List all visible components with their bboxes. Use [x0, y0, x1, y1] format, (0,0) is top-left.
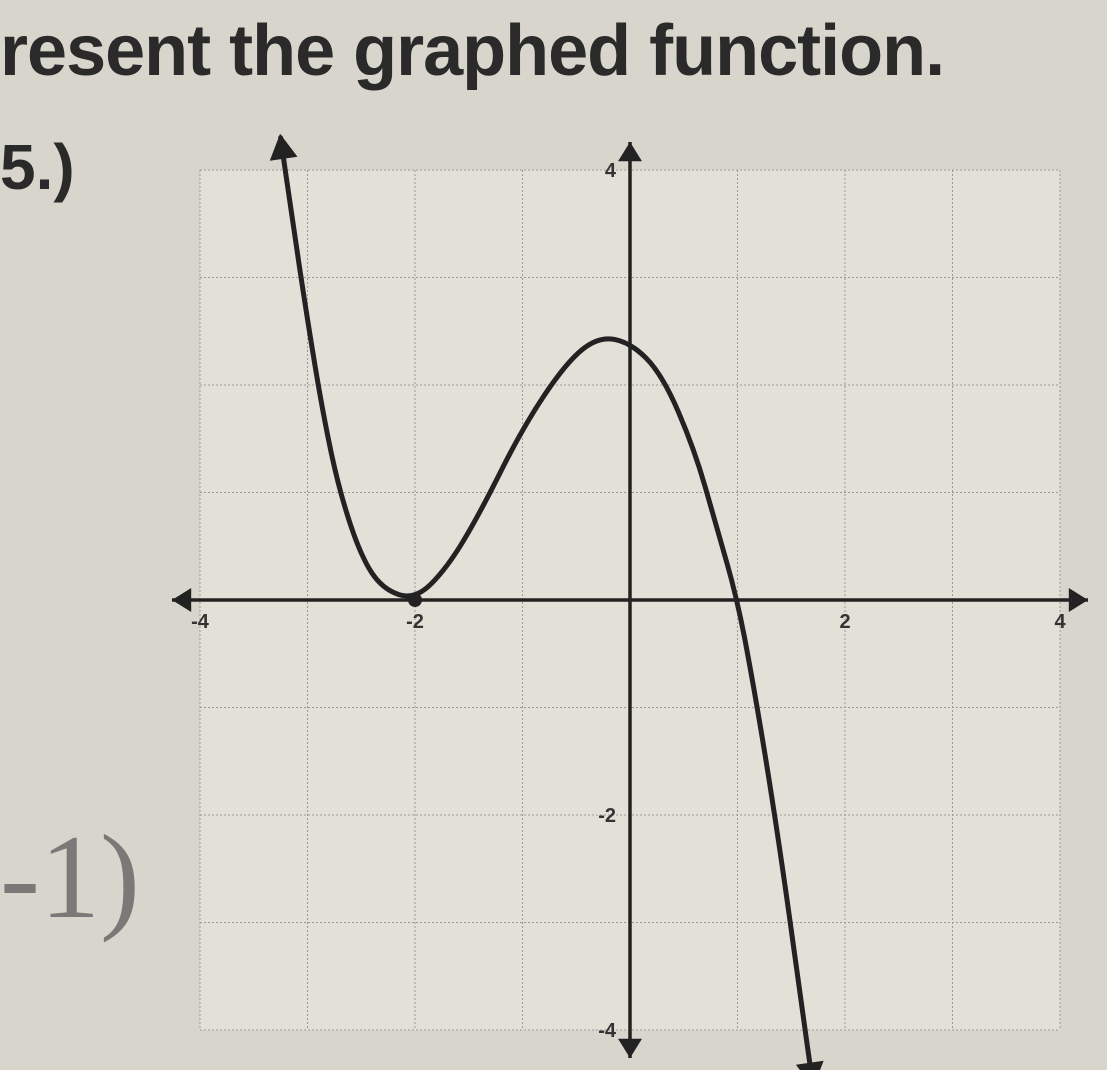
handwritten-annotation: -1) [0, 808, 140, 946]
svg-text:-2: -2 [598, 805, 616, 827]
svg-text:4: 4 [605, 160, 617, 182]
page-heading: resent the graphed function. [0, 10, 944, 92]
function-chart: -4 -2 2 4 4 -2 -4 [160, 130, 1100, 1070]
svg-text:-2: -2 [406, 611, 424, 633]
svg-text:4: 4 [1054, 611, 1066, 633]
svg-text:-4: -4 [191, 611, 210, 633]
svg-text:-4: -4 [598, 1020, 617, 1042]
svg-text:2: 2 [839, 611, 850, 633]
problem-number: 5.) [0, 130, 75, 204]
chart-svg: -4 -2 2 4 4 -2 -4 [160, 130, 1100, 1070]
